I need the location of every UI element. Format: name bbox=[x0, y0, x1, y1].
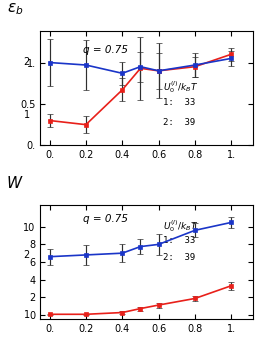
Text: 1: 1 bbox=[24, 110, 30, 120]
Text: 1: 1 bbox=[24, 309, 30, 319]
Text: q = 0.75: q = 0.75 bbox=[83, 45, 128, 55]
Text: q = 0.75: q = 0.75 bbox=[83, 214, 128, 224]
Text: $U_0^{(l)}/k_BT$: $U_0^{(l)}/k_BT$ bbox=[163, 218, 198, 234]
Text: $W$: $W$ bbox=[6, 175, 24, 191]
Text: $U_0^{(l)}/k_BT$: $U_0^{(l)}/k_BT$ bbox=[163, 79, 198, 95]
Text: $\varepsilon_b$: $\varepsilon_b$ bbox=[7, 2, 23, 17]
Text: 2: 2 bbox=[23, 250, 30, 260]
Text: 2: 2 bbox=[23, 57, 30, 67]
Text: 2:  39: 2: 39 bbox=[163, 118, 195, 127]
Text: 1:  33: 1: 33 bbox=[163, 236, 195, 245]
Text: 2:  39: 2: 39 bbox=[163, 253, 195, 262]
Text: 1:  33: 1: 33 bbox=[163, 98, 195, 108]
